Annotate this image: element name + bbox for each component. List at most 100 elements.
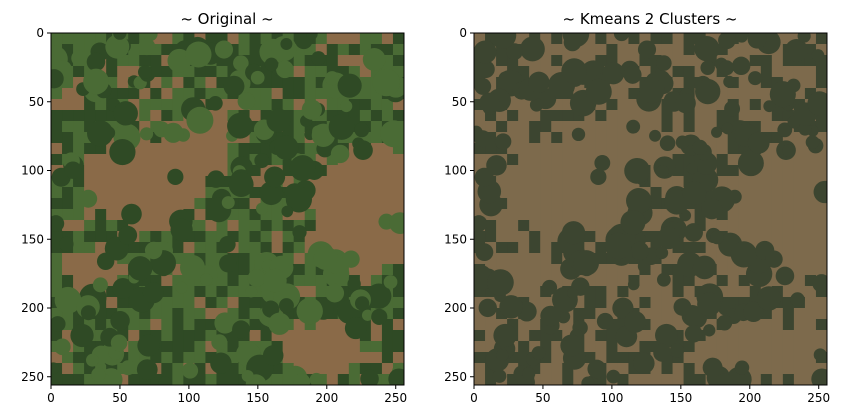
image-cell bbox=[282, 165, 295, 177]
image-cell bbox=[518, 154, 530, 166]
image-cell bbox=[139, 99, 151, 111]
image-cell bbox=[392, 44, 404, 56]
image-cell bbox=[62, 77, 74, 89]
tree-canopy bbox=[474, 40, 497, 64]
image-cell bbox=[128, 330, 140, 342]
image-cell bbox=[760, 110, 773, 122]
tree-canopy bbox=[656, 272, 671, 287]
tree-canopy bbox=[655, 165, 669, 179]
image-cell bbox=[161, 231, 173, 243]
image-cell bbox=[584, 297, 596, 309]
image-cell bbox=[738, 77, 751, 89]
image-cell bbox=[249, 187, 262, 199]
image-cell bbox=[694, 132, 707, 144]
tree-canopy bbox=[684, 223, 703, 242]
image-cell bbox=[782, 363, 795, 375]
image-cell bbox=[529, 253, 541, 265]
tree-canopy bbox=[626, 119, 641, 134]
image-cell bbox=[216, 275, 229, 287]
image-cell bbox=[562, 132, 574, 144]
tree-canopy bbox=[613, 33, 630, 42]
image-cell bbox=[617, 319, 630, 331]
tree-canopy bbox=[105, 34, 130, 59]
image-cell bbox=[595, 242, 607, 254]
image-cell bbox=[249, 253, 262, 265]
image-cell bbox=[227, 33, 240, 45]
image-cell bbox=[562, 154, 574, 166]
image-cell bbox=[271, 231, 284, 243]
image-cell bbox=[683, 110, 696, 122]
image-cell bbox=[392, 99, 404, 111]
image-cell bbox=[661, 209, 674, 221]
image-cell bbox=[749, 341, 762, 353]
image-cell bbox=[562, 165, 574, 177]
image-cell bbox=[606, 99, 619, 111]
image-cell bbox=[749, 231, 762, 243]
tree-canopy bbox=[561, 58, 587, 84]
tree-canopy bbox=[54, 286, 82, 314]
image-cell bbox=[573, 121, 585, 133]
image-cell bbox=[304, 330, 317, 342]
image-cell bbox=[815, 297, 827, 309]
image-cell bbox=[106, 165, 118, 177]
image-cell bbox=[84, 44, 96, 56]
image-cell bbox=[84, 341, 96, 353]
image-cell bbox=[260, 99, 273, 111]
image-cell bbox=[150, 198, 162, 210]
tree-canopy bbox=[723, 75, 736, 88]
image-cell bbox=[381, 110, 394, 122]
image-cell bbox=[62, 330, 74, 342]
image-cell bbox=[782, 286, 795, 298]
tree-canopy bbox=[340, 100, 353, 113]
image-cell bbox=[183, 286, 196, 298]
image-cell bbox=[683, 66, 696, 78]
image-cell bbox=[650, 242, 663, 254]
image-cell bbox=[639, 66, 652, 78]
image-cell bbox=[782, 374, 795, 385]
image-cell bbox=[595, 44, 607, 56]
tree-canopy bbox=[306, 33, 318, 40]
image-cell bbox=[326, 55, 339, 67]
tree-canopy bbox=[695, 78, 721, 105]
image-cell bbox=[584, 286, 596, 298]
image-cell bbox=[716, 99, 729, 111]
tree-canopy bbox=[805, 135, 820, 150]
image-cell bbox=[370, 319, 383, 331]
image-cell bbox=[595, 55, 607, 67]
image-cell bbox=[804, 220, 817, 232]
image-cell bbox=[507, 165, 519, 177]
image-cell bbox=[815, 231, 827, 243]
image-cell bbox=[128, 88, 140, 100]
image-cell bbox=[815, 154, 827, 166]
image-cell bbox=[804, 154, 817, 166]
image-cell bbox=[95, 143, 107, 155]
image-cell bbox=[782, 352, 795, 364]
image-cell bbox=[205, 165, 218, 177]
tree-canopy bbox=[70, 323, 94, 348]
image-cell bbox=[51, 99, 63, 111]
image-cell bbox=[205, 220, 218, 232]
image-cell bbox=[128, 319, 140, 331]
image-cell bbox=[551, 374, 563, 385]
image-cell bbox=[249, 297, 262, 309]
image-cell bbox=[507, 220, 519, 232]
x-tick-label: 150 bbox=[246, 391, 269, 405]
tree-canopy bbox=[499, 295, 523, 319]
image-cell bbox=[749, 220, 762, 232]
image-cell bbox=[683, 286, 696, 298]
image-cell bbox=[584, 319, 596, 331]
image-cell bbox=[639, 110, 652, 122]
image-cell bbox=[727, 319, 740, 331]
image-cell bbox=[84, 242, 96, 254]
image-cell bbox=[771, 374, 784, 385]
image-cell bbox=[760, 154, 773, 166]
image-cell bbox=[540, 253, 552, 265]
image-cell bbox=[348, 121, 361, 133]
image-cell bbox=[315, 341, 328, 353]
image-cell bbox=[716, 132, 729, 144]
image-cell bbox=[392, 66, 404, 78]
tree-canopy bbox=[719, 60, 735, 76]
image-cell bbox=[51, 242, 63, 254]
image-cell bbox=[782, 209, 795, 221]
image-cell bbox=[782, 198, 795, 210]
